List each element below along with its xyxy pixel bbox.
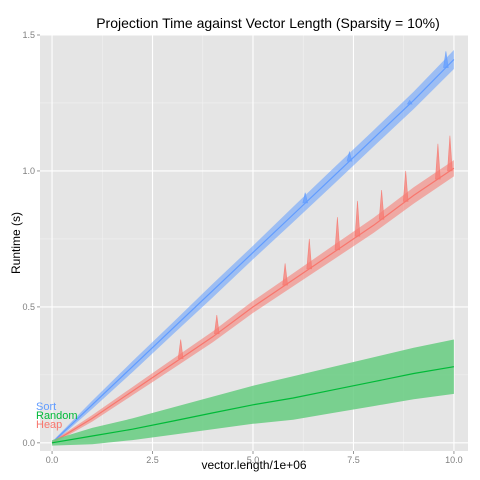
x-tick-label: 2.5 (146, 455, 159, 465)
x-tick-label: 0.0 (46, 455, 59, 465)
chart-title: Projection Time against Vector Length (S… (96, 15, 440, 31)
x-tick-label: 7.5 (347, 455, 360, 465)
y-tick-label: 0.5 (22, 302, 35, 312)
x-axis-label: vector.length/1e+06 (201, 458, 306, 472)
y-tick-label: 1.5 (22, 30, 35, 40)
series-line-heap (51, 167, 455, 444)
x-tick-label: 10.0 (445, 455, 463, 465)
series-line-random (51, 366, 455, 444)
x-axis-ticks: 0.0 2.5 5.0 7.5 10.0 (46, 451, 463, 465)
y-axis-label: Runtime (s) (9, 212, 23, 274)
x-tick-label: 5.0 (247, 455, 260, 465)
series-band-heap (52, 160, 454, 445)
series-layer (51, 50, 455, 446)
series-line-sort (51, 59, 455, 444)
series-label-sort: Sort (36, 401, 56, 413)
series-label-random: Random (36, 410, 78, 422)
y-axis-ticks: 0.0 0.5 1.0 1.5 (22, 30, 40, 448)
series-band-sort (52, 50, 454, 445)
series-band-random (52, 339, 454, 446)
y-tick-label: 0.0 (22, 438, 35, 448)
series-label-heap: Heap (36, 419, 62, 431)
y-tick-label: 1.0 (22, 166, 35, 176)
